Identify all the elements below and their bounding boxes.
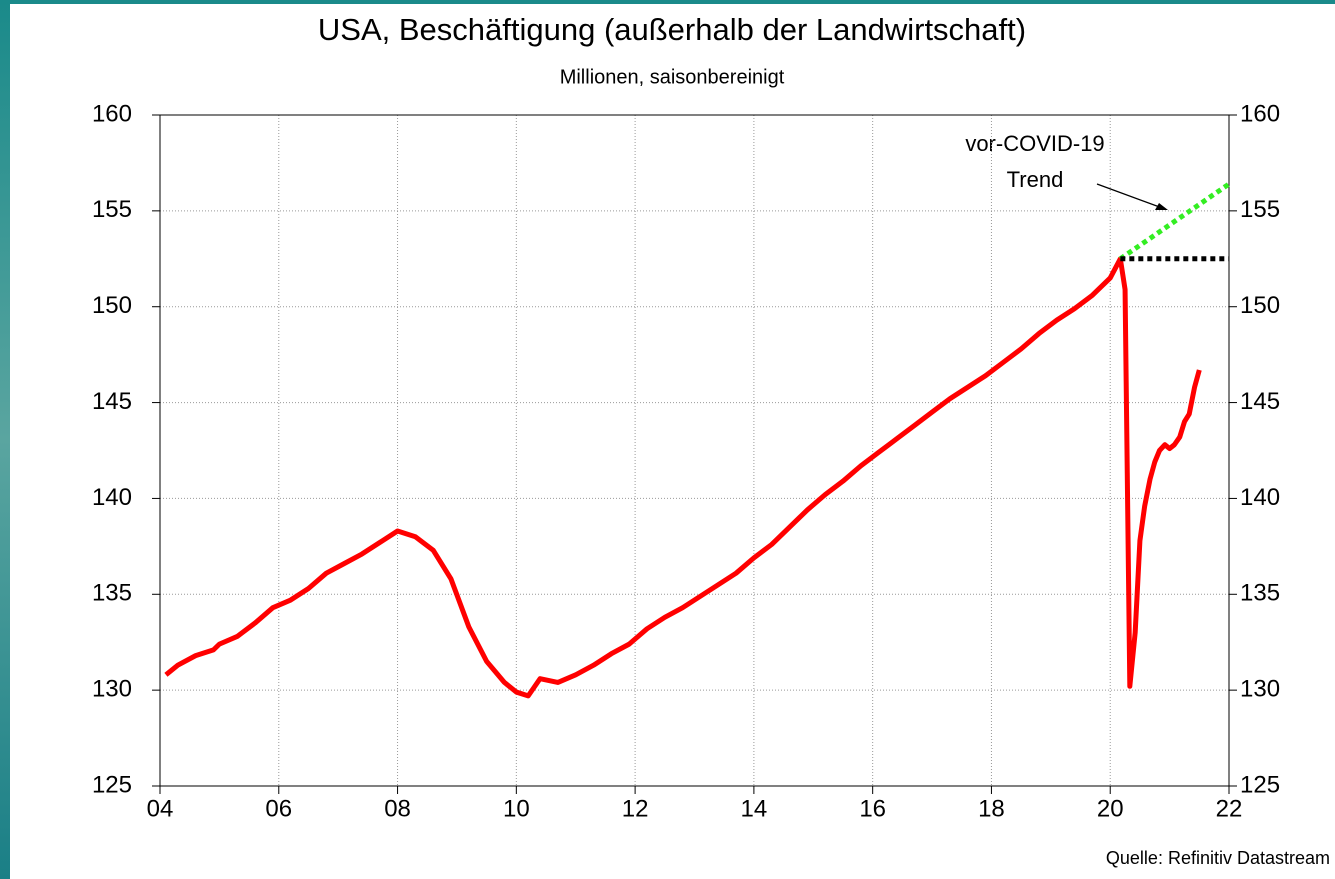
x-tick-label: 06 xyxy=(265,795,292,822)
data-line xyxy=(166,259,1199,696)
y2-tick-label: 135 xyxy=(1240,580,1280,607)
y-tick-label: 150 xyxy=(92,292,132,319)
source: Quelle: Refinitiv Datastream xyxy=(1106,848,1330,868)
annotation: Trend xyxy=(1007,167,1064,192)
x-tick-label: 16 xyxy=(859,795,886,822)
x-tick-label: 14 xyxy=(741,795,768,822)
data-line xyxy=(1120,184,1229,259)
x-tick-label: 22 xyxy=(1216,795,1243,822)
page: {"chart_data": {"type": "line", "title":… xyxy=(0,0,1335,879)
x-tick-label: 20 xyxy=(1097,795,1124,822)
y2-tick-label: 125 xyxy=(1240,771,1280,798)
x-tick-label: 18 xyxy=(978,795,1005,822)
x-tick-label: 12 xyxy=(622,795,649,822)
y-tick-label: 145 xyxy=(92,388,132,415)
y-tick-label: 135 xyxy=(92,580,132,607)
y2-tick-label: 150 xyxy=(1240,292,1280,319)
x-tick-label: 08 xyxy=(384,795,411,822)
y2-tick-label: 155 xyxy=(1240,196,1280,223)
chart: USA, Beschäftigung (außerhalb der Landwi… xyxy=(0,0,1335,879)
x-tick-label: 10 xyxy=(503,795,530,822)
chart-subtitle: Millionen, saisonbereinigt xyxy=(560,66,785,88)
chart-title: USA, Beschäftigung (außerhalb der Landwi… xyxy=(318,12,1026,47)
y-tick-label: 155 xyxy=(92,196,132,223)
top-decoration xyxy=(0,0,1335,4)
annotation: vor-COVID-19 xyxy=(965,131,1104,156)
annotation-arrow xyxy=(1097,184,1165,209)
y-tick-label: 140 xyxy=(92,484,132,511)
plot-frame xyxy=(160,115,1229,786)
y-tick-label: 130 xyxy=(92,675,132,702)
y2-tick-label: 145 xyxy=(1240,388,1280,415)
y2-tick-label: 130 xyxy=(1240,675,1280,702)
y2-tick-label: 140 xyxy=(1240,484,1280,511)
y2-tick-label: 160 xyxy=(1240,100,1280,127)
edge-decoration xyxy=(0,0,10,879)
x-tick-label: 04 xyxy=(147,795,174,822)
y-tick-label: 160 xyxy=(92,100,132,127)
y-tick-label: 125 xyxy=(92,771,132,798)
